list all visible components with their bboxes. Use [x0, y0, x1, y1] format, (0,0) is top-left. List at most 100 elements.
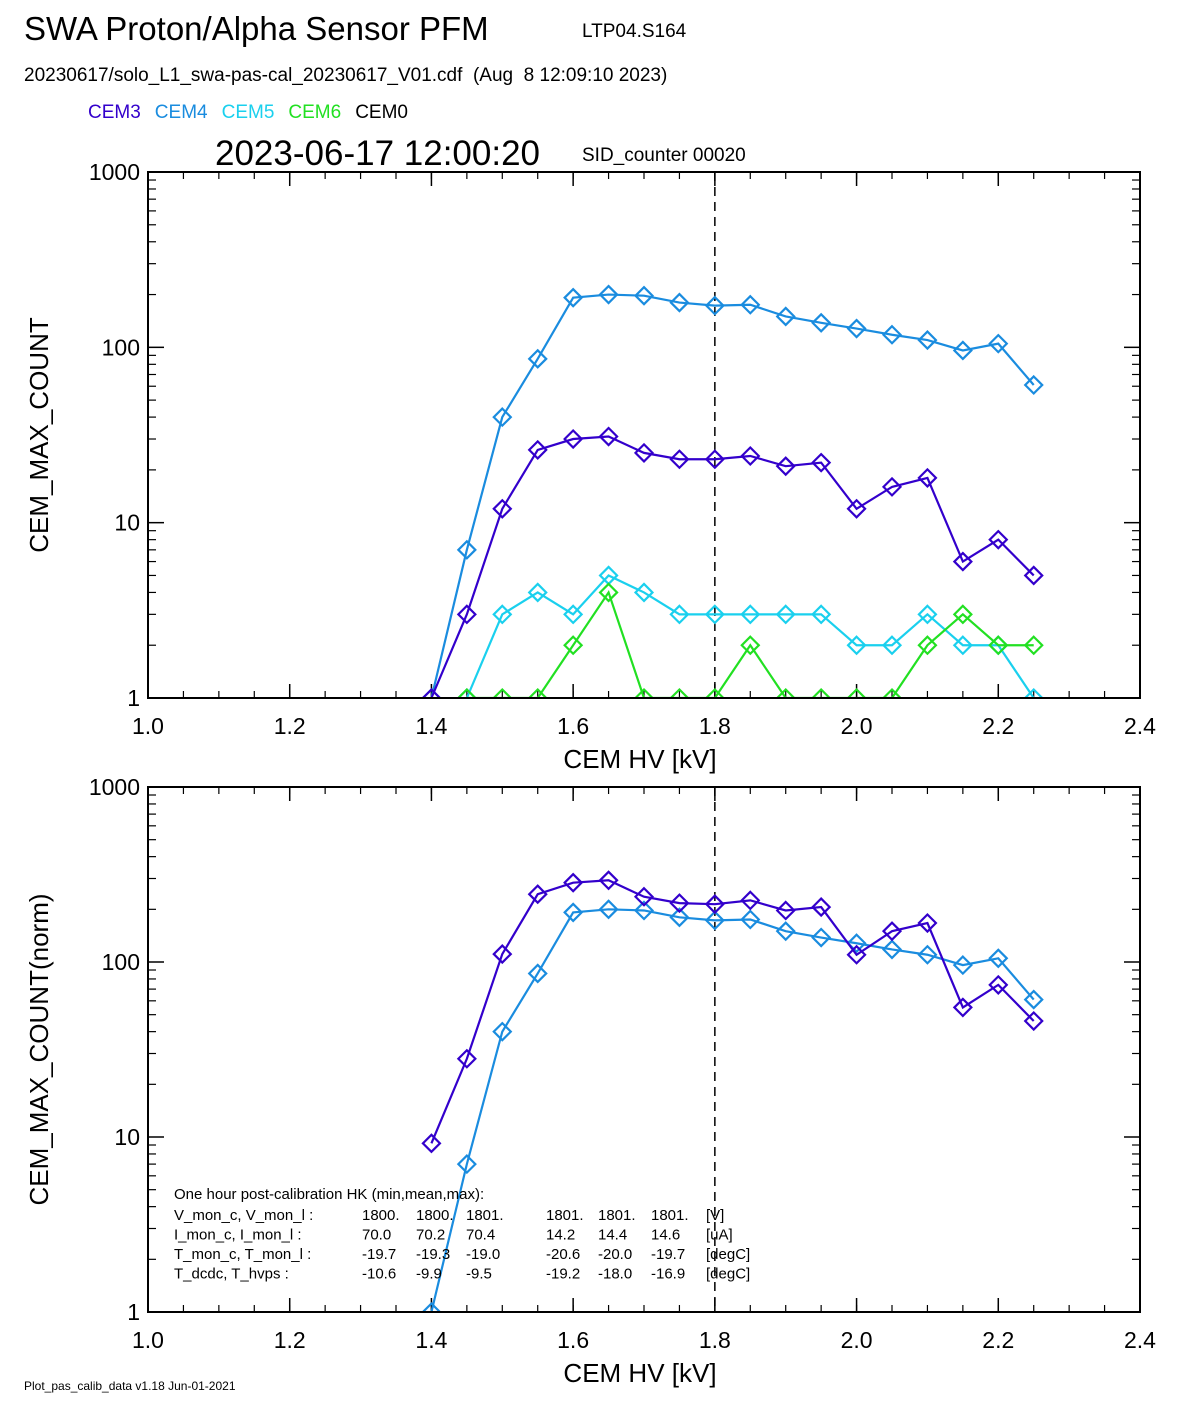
data-point	[633, 886, 655, 907]
data-point	[669, 907, 690, 928]
legend-cem0: CEM0	[355, 102, 408, 123]
hk-cell: 14.4	[598, 1227, 627, 1244]
data-point	[456, 539, 477, 560]
data-point	[421, 687, 442, 699]
hk-cell: -19.7	[362, 1246, 396, 1263]
hk-cell: -19.7	[651, 1246, 685, 1263]
data-point	[917, 604, 938, 625]
x-tick-label: 1.6	[557, 1327, 589, 1353]
y-tick-label: 10	[114, 510, 140, 536]
data-point	[456, 687, 477, 699]
data-point	[988, 635, 1009, 656]
data-point	[740, 604, 761, 625]
series-cem6	[456, 582, 1044, 699]
hk-cell: 1801.	[598, 1207, 636, 1224]
data-point	[917, 912, 938, 934]
hk-cell: -18.0	[598, 1266, 632, 1283]
data-point	[917, 330, 938, 351]
data-point	[846, 944, 867, 965]
data-point	[881, 324, 903, 345]
sensor-code: LTP04.S164	[582, 21, 687, 42]
x-tick-label: 2.2	[982, 1327, 1014, 1353]
hk-cell: -9.5	[466, 1266, 492, 1283]
x-tick-label: 1.6	[557, 713, 589, 739]
data-point	[456, 604, 477, 625]
data-point	[492, 498, 513, 519]
data-point	[669, 449, 690, 470]
data-point	[492, 407, 513, 428]
data-point	[563, 604, 584, 625]
hk-cell: 1801.	[546, 1207, 584, 1224]
data-point	[704, 910, 725, 931]
data-point	[492, 687, 513, 699]
data-point	[952, 551, 973, 572]
data-point	[952, 997, 973, 1018]
data-point	[1023, 635, 1044, 656]
series-line	[464, 589, 1034, 699]
x-tick-label: 1.4	[415, 1327, 447, 1353]
data-point	[527, 687, 548, 699]
data-point	[775, 306, 796, 327]
data-point	[563, 287, 584, 308]
data-point	[527, 884, 548, 905]
hk-cell: 1801.	[651, 1207, 689, 1224]
hk-cell: -19.0	[466, 1246, 500, 1263]
data-point	[492, 944, 513, 965]
x-tick-label: 2.0	[841, 713, 873, 739]
data-point	[1023, 565, 1044, 586]
data-point	[669, 604, 690, 625]
data-point	[669, 292, 690, 313]
data-point	[988, 948, 1009, 969]
hk-cell: 70.4	[466, 1227, 495, 1244]
data-point	[456, 1154, 477, 1175]
plot-frame	[147, 171, 1141, 699]
data-point	[775, 900, 796, 921]
x-tick-label: 1.2	[274, 713, 306, 739]
data-point	[421, 1301, 442, 1313]
hk-cell: 14.2	[546, 1227, 575, 1244]
x-tick-label: 1.2	[274, 1327, 306, 1353]
data-point	[704, 687, 725, 699]
x-tick-label: 2.4	[1124, 1327, 1156, 1353]
y-tick-label: 1	[127, 685, 140, 711]
series-cem3	[421, 870, 1044, 1154]
data-point	[563, 902, 584, 923]
data-point	[563, 428, 584, 450]
data-point	[881, 921, 903, 942]
hk-cell: -19.3	[416, 1246, 450, 1263]
data-point	[952, 635, 973, 656]
data-point	[704, 894, 725, 915]
data-point	[423, 742, 440, 759]
data-point	[704, 604, 725, 625]
x-tick-label: 1.8	[699, 713, 731, 739]
data-point	[988, 974, 1009, 995]
data-point	[563, 635, 584, 656]
hk-cell: [degC]	[706, 1266, 750, 1283]
hk-cell: 14.6	[651, 1227, 680, 1244]
plot-frame	[147, 786, 1141, 1313]
data-point	[740, 445, 761, 467]
y-tick-label: 1000	[89, 774, 140, 800]
y-tick-label: 1	[127, 1299, 140, 1325]
chart-2: 1.0 1.2 1.4 1.6 1.8 2.0 2.2 2.4 1 10 100 1000 CEM HV…	[24, 774, 1156, 1388]
data-point	[917, 467, 938, 488]
file-info: 20230617/solo_L1_swa-pas-cal_20230617_V0…	[24, 65, 668, 86]
data-point	[598, 899, 619, 920]
x-tick-label: 1.0	[132, 713, 164, 739]
hk-cell: I_mon_c, I_mon_l :	[174, 1227, 302, 1244]
hk-cell: 70.0	[362, 1227, 391, 1244]
data-point	[704, 449, 725, 470]
hk-cell: 1801.	[466, 1207, 504, 1224]
legend-cem5: CEM5	[221, 102, 275, 123]
x-tick-label: 2.0	[841, 1327, 873, 1353]
chart-title: SWA Proton/Alpha Sensor PFM	[24, 10, 489, 47]
datetime: 2023-06-17 12:00:20	[215, 134, 540, 173]
hk-cell: -20.6	[546, 1246, 580, 1263]
chart-1: 1.0 1.2 1.4 1.6 1.8 2.0 2.2 2.4 1 10 100 1000 CEM HV…	[24, 159, 1156, 774]
plot-area	[421, 284, 1044, 759]
data-point	[598, 582, 619, 603]
data-point	[846, 687, 867, 699]
hk-cell: [uA]	[706, 1227, 733, 1244]
hk-cell: 1800.	[362, 1207, 400, 1224]
hk-cell: 1800.	[416, 1207, 454, 1224]
